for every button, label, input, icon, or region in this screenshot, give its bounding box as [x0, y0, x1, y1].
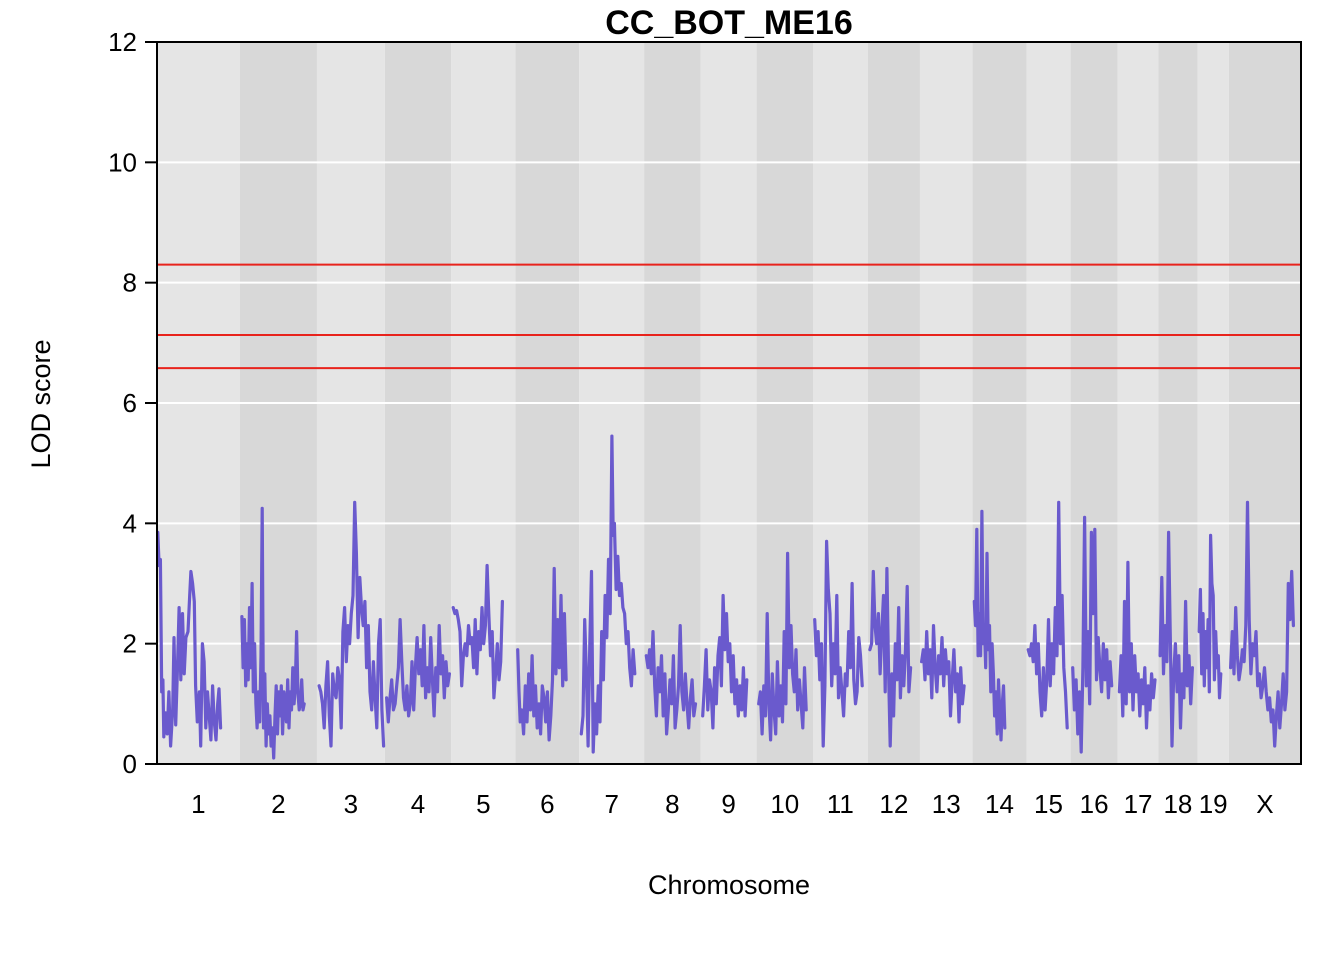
x-tick-label-chr-7: 7 [604, 789, 618, 819]
x-axis-label: Chromosome [648, 870, 810, 900]
y-axis-label: LOD score [26, 339, 56, 468]
x-tick-label-chr-3: 3 [344, 789, 358, 819]
lod-line-chr-1 [156, 530, 223, 748]
y-tick-label-0: 0 [123, 749, 137, 779]
y-tick-label-2: 2 [123, 629, 137, 659]
lod-line-chr-6 [516, 566, 568, 742]
x-tick-label-chr-15: 15 [1034, 789, 1063, 819]
lod-line-chr-16 [1071, 515, 1114, 754]
lod-line-chr-X [1229, 500, 1295, 748]
x-tick-label-chr-9: 9 [721, 789, 735, 819]
lod-line-chr-3 [317, 500, 386, 748]
lod-line-chr-12 [868, 566, 913, 748]
threshold-lines [157, 263, 1301, 370]
lod-line-chr-13 [920, 624, 966, 724]
x-tick-label-chr-5: 5 [476, 789, 490, 819]
y-tick-label-6: 6 [123, 388, 137, 418]
lod-line-chr-5 [451, 563, 504, 700]
y-axis: 0 2 4 6 8 10 12 [108, 27, 158, 779]
x-tick-label-chr-11: 11 [827, 789, 854, 819]
x-axis: 1 2 3 4 5 6 7 8 9 10 11 12 13 14 15 16 17 18 19 X [191, 789, 1273, 819]
x-tick-label-chr-14: 14 [985, 789, 1014, 819]
lod-line-chr-8 [644, 624, 698, 736]
x-tick-label-chr-13: 13 [932, 789, 961, 819]
x-tick-label-chr-1: 1 [191, 789, 205, 819]
y-tick-label-12: 12 [108, 27, 137, 57]
lod-line-chr-4 [385, 618, 451, 724]
lod-line-chr-11 [813, 539, 864, 748]
x-tick-label-chr-6: 6 [540, 789, 554, 819]
lod-line-chr-9 [701, 593, 749, 730]
lod-series [156, 434, 1295, 760]
lod-line-chr-19 [1197, 533, 1223, 700]
y-tick-label-8: 8 [123, 268, 137, 298]
x-tick-label-chr-18: 18 [1163, 789, 1192, 819]
lod-line-chr-2 [240, 506, 306, 760]
chart-title: CC_BOT_ME16 [605, 4, 853, 42]
y-tick-label-4: 4 [123, 508, 137, 538]
x-tick-label-chr-4: 4 [411, 789, 425, 819]
lod-line-chr-17 [1117, 560, 1157, 730]
x-tick-label-chr-X: X [1256, 789, 1273, 819]
lod-line-chr-7 [579, 434, 637, 754]
lod-line-chr-14 [972, 509, 1007, 742]
lod-line-chr-15 [1026, 500, 1069, 730]
x-tick-label-chr-16: 16 [1080, 789, 1109, 819]
lod-line-chr-18 [1158, 530, 1194, 748]
x-tick-label-chr-19: 19 [1199, 789, 1228, 819]
x-tick-label-chr-8: 8 [665, 789, 679, 819]
x-tick-label-chr-2: 2 [271, 789, 285, 819]
lod-line-chr-10 [757, 551, 808, 742]
y-tick-label-10: 10 [108, 147, 137, 177]
x-tick-label-chr-12: 12 [879, 789, 908, 819]
x-tick-label-chr-17: 17 [1124, 789, 1153, 819]
x-tick-label-chr-10: 10 [770, 789, 799, 819]
